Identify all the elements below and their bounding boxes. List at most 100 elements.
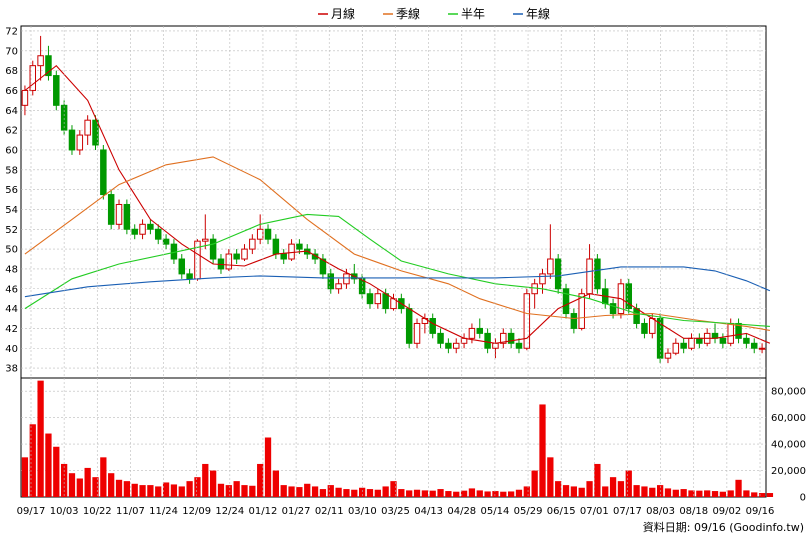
candle-down (429, 318, 436, 334)
volume-bar (609, 477, 617, 497)
candle-down (696, 337, 703, 344)
candle-up (727, 322, 734, 344)
volume-bar (429, 490, 436, 497)
date-tick-label: 06/15 (547, 506, 576, 517)
volume-bar (406, 490, 413, 497)
volume-bar (437, 489, 444, 497)
volume-bar (453, 491, 460, 497)
candle-up (547, 258, 554, 275)
ma-line-月線 (24, 64, 771, 344)
volume-bar (241, 485, 248, 497)
date-tick-label: 12/09 (182, 506, 211, 517)
candle-up (672, 342, 680, 354)
volume-bar (602, 486, 609, 497)
date-tick-label: 09/02 (712, 506, 741, 517)
volume-bar (704, 490, 711, 497)
legend-label: 月線 (331, 6, 355, 21)
date-tick-label: 04/28 (447, 506, 476, 517)
candle-down (272, 238, 280, 255)
candle-down (719, 337, 727, 344)
candle-up (256, 228, 264, 240)
volume-bar (209, 470, 217, 497)
volume-bar (92, 477, 99, 497)
candle-down (178, 258, 186, 275)
volume-bar (500, 491, 507, 497)
volume-bar (37, 380, 44, 497)
date-tick-label: 01/12 (249, 506, 278, 517)
candle-down (515, 342, 523, 349)
candle-up (586, 258, 593, 295)
candle-up (578, 293, 585, 329)
volume-tick-label: 20,000 (771, 466, 806, 477)
date-tick-label: 07/01 (580, 506, 609, 517)
volume-bar (421, 490, 429, 497)
volume-bar (562, 485, 570, 497)
volume-bar (688, 490, 695, 497)
volume-bar (460, 490, 468, 497)
volume-bar (633, 485, 640, 497)
volume-bar (288, 486, 295, 497)
candle-up (539, 273, 546, 285)
candle-down (45, 55, 52, 77)
volume-bar (233, 481, 240, 497)
volume-bar (60, 463, 68, 497)
volume-bar (484, 491, 491, 497)
candle-up (452, 342, 460, 349)
date-tick-label: 08/18 (679, 506, 708, 517)
date-tick-label: 10/22 (83, 506, 112, 517)
volume-bar (586, 481, 593, 497)
candle-down (507, 332, 515, 344)
volume-bar (68, 473, 76, 497)
candle-up (523, 293, 531, 349)
candle-up (29, 65, 37, 91)
volume-bar (21, 457, 29, 497)
price-tick-label: 46 (5, 284, 18, 295)
price-tick-label: 70 (5, 46, 18, 57)
price-panel: 38 40 42 44 46 48 50 52 54 56 58 60 62 64 66 68 70 72 (5, 25, 771, 379)
volume-bar (711, 491, 719, 497)
volume-bar (758, 493, 766, 497)
date-tick-label: 01/27 (282, 506, 311, 517)
volume-bar (507, 491, 515, 497)
volume-bar (280, 485, 287, 497)
volume-bar (492, 491, 499, 497)
volume-bar (555, 481, 562, 497)
volume-bar (374, 489, 381, 497)
date-tick-label: 05/14 (480, 506, 509, 517)
date-tick-label: 08/03 (646, 506, 675, 517)
volume-bar (547, 457, 554, 497)
volume-tick-label: 60,000 (771, 413, 806, 424)
volume-bar (225, 485, 232, 497)
candle-up (500, 332, 507, 344)
volume-bar (335, 487, 342, 497)
candle-down (366, 293, 374, 305)
volume-bar (186, 481, 193, 497)
volume-bar (327, 485, 334, 497)
candle-down (554, 258, 562, 290)
date-tick-label: 04/13 (414, 506, 443, 517)
candle-up (139, 223, 146, 235)
price-plot-area (20, 25, 767, 379)
price-tick-label: 42 (5, 324, 18, 335)
candle-down (656, 318, 664, 359)
volume-bar (594, 463, 601, 497)
date-tick-label: 02/11 (315, 506, 344, 517)
volume-bar (625, 470, 632, 497)
candle-down (484, 332, 491, 349)
volume-bar (649, 487, 656, 497)
candle-up (202, 238, 209, 242)
price-tick-label: 68 (5, 66, 18, 77)
legend-label: 半年 (461, 7, 485, 21)
price-tick-label: 44 (5, 304, 18, 315)
volume-bar (641, 486, 648, 497)
volume-bar (398, 489, 405, 497)
price-tick-label: 66 (5, 86, 18, 97)
candle-down (154, 228, 162, 240)
volume-bar (343, 489, 350, 497)
volume-bar (29, 424, 36, 497)
volume-bar (257, 463, 264, 497)
candle-up (343, 273, 350, 285)
volume-panel: 0 20,000 40,000 60,000 80,000 (20, 377, 806, 504)
candle-up (374, 293, 382, 305)
